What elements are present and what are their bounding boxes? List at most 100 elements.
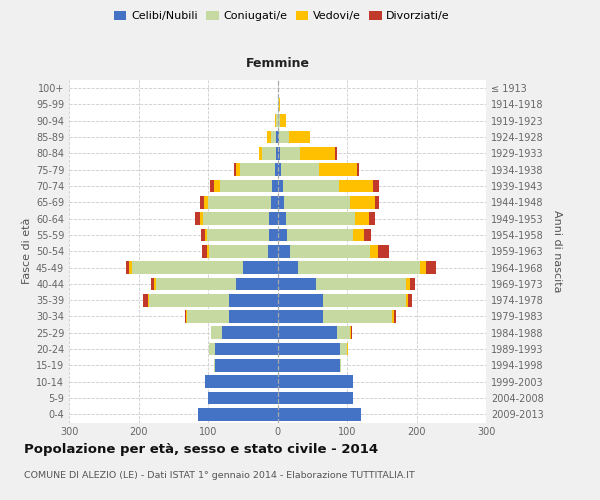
Text: Popolazione per età, sesso e stato civile - 2014: Popolazione per età, sesso e stato civil… xyxy=(24,442,378,456)
Bar xyxy=(406,278,410,290)
Bar xyxy=(206,228,269,241)
Bar xyxy=(149,294,229,306)
Bar xyxy=(420,261,425,274)
Bar xyxy=(277,130,279,143)
Bar xyxy=(394,310,395,323)
Bar xyxy=(277,376,353,388)
Bar xyxy=(202,245,208,258)
Bar xyxy=(240,164,275,176)
Bar xyxy=(277,245,290,258)
Bar xyxy=(275,164,277,176)
Bar xyxy=(408,294,412,306)
Bar xyxy=(229,310,277,323)
Bar xyxy=(319,164,358,176)
Y-axis label: Anni di nascita: Anni di nascita xyxy=(552,210,562,292)
Bar xyxy=(350,326,351,339)
Bar xyxy=(143,294,148,306)
Y-axis label: Fasce di età: Fasce di età xyxy=(22,218,32,284)
Bar xyxy=(353,228,364,241)
Bar xyxy=(364,228,371,241)
Bar xyxy=(214,359,215,372)
Bar xyxy=(210,180,214,192)
Bar xyxy=(392,310,394,323)
Bar xyxy=(358,164,359,176)
Bar xyxy=(203,212,269,225)
Bar xyxy=(355,212,369,225)
Bar xyxy=(229,294,277,306)
Bar xyxy=(271,196,277,208)
Bar xyxy=(204,196,208,208)
Bar xyxy=(277,98,279,111)
Bar xyxy=(375,196,379,208)
Bar xyxy=(277,392,353,404)
Bar xyxy=(269,228,277,241)
Bar xyxy=(425,261,436,274)
Bar xyxy=(280,114,286,127)
Bar xyxy=(271,130,276,143)
Bar xyxy=(284,196,350,208)
Bar xyxy=(276,130,277,143)
Bar xyxy=(277,278,316,290)
Bar xyxy=(298,261,420,274)
Bar xyxy=(373,180,379,192)
Legend: Celibi/Nubili, Coniugati/e, Vedovi/e, Divorziati/e: Celibi/Nubili, Coniugati/e, Vedovi/e, Di… xyxy=(110,6,454,26)
Bar xyxy=(262,147,276,160)
Bar xyxy=(369,212,375,225)
Bar xyxy=(236,278,277,290)
Bar xyxy=(337,326,350,339)
Bar xyxy=(316,278,406,290)
Bar xyxy=(126,261,130,274)
Bar xyxy=(209,245,268,258)
Bar xyxy=(279,130,289,143)
Bar xyxy=(277,359,340,372)
Bar xyxy=(277,310,323,323)
Bar xyxy=(277,147,280,160)
Bar xyxy=(209,342,215,355)
Bar xyxy=(276,147,277,160)
Bar xyxy=(269,212,277,225)
Bar xyxy=(196,212,200,225)
Bar xyxy=(286,212,355,225)
Bar xyxy=(130,261,131,274)
Bar xyxy=(280,147,301,160)
Bar xyxy=(350,196,375,208)
Bar xyxy=(276,114,277,127)
Bar xyxy=(267,130,271,143)
Bar xyxy=(340,359,341,372)
Bar xyxy=(301,147,335,160)
Bar xyxy=(338,180,373,192)
Text: Femmine: Femmine xyxy=(245,56,310,70)
Bar xyxy=(277,196,284,208)
Bar xyxy=(340,342,347,355)
Bar xyxy=(187,310,229,323)
Bar xyxy=(208,245,209,258)
Bar xyxy=(290,245,370,258)
Bar xyxy=(281,164,319,176)
Bar xyxy=(277,164,281,176)
Bar xyxy=(205,376,277,388)
Bar xyxy=(243,261,277,274)
Bar xyxy=(370,245,378,258)
Bar xyxy=(214,180,220,192)
Bar xyxy=(272,180,277,192)
Bar xyxy=(410,278,415,290)
Bar xyxy=(323,310,392,323)
Bar xyxy=(277,114,280,127)
Bar xyxy=(200,212,203,225)
Bar xyxy=(235,164,236,176)
Bar xyxy=(351,326,352,339)
Bar xyxy=(335,147,337,160)
Bar xyxy=(277,294,323,306)
Bar xyxy=(287,228,353,241)
Bar xyxy=(277,408,361,420)
Bar xyxy=(215,359,277,372)
Bar xyxy=(283,180,338,192)
Bar xyxy=(131,261,243,274)
Bar xyxy=(215,342,277,355)
Bar xyxy=(205,228,206,241)
Bar xyxy=(154,278,156,290)
Bar xyxy=(208,196,271,208)
Bar xyxy=(277,228,287,241)
Bar xyxy=(220,180,272,192)
Bar xyxy=(151,278,154,290)
